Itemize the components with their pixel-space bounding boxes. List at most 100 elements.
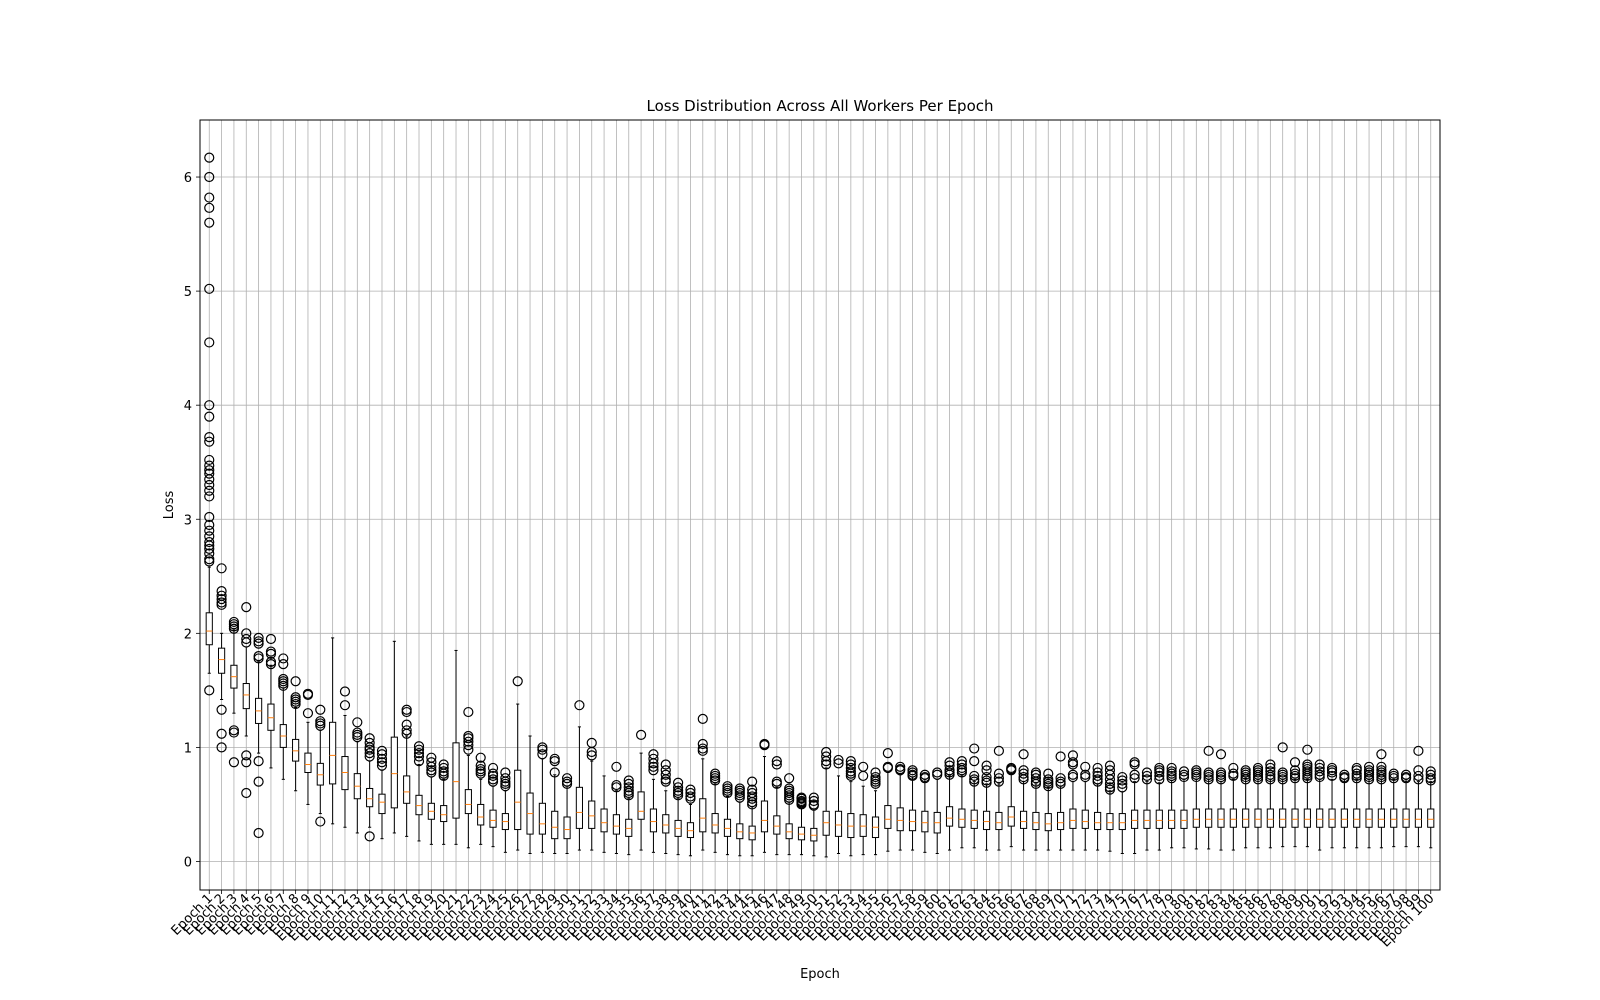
outlier-point	[648, 765, 659, 776]
outlier-point	[747, 793, 758, 804]
y-tick-label: 4	[184, 399, 192, 414]
chart-title: Loss Distribution Across All Workers Per…	[647, 97, 994, 115]
iqr-box	[760, 800, 769, 833]
iqr-box	[822, 810, 830, 836]
outlier-point	[1215, 774, 1227, 785]
box-39	[673, 777, 684, 856]
iqr-box	[1365, 808, 1373, 828]
outlier-point	[364, 831, 375, 842]
box-95	[1363, 761, 1375, 849]
outlier-point	[204, 548, 215, 559]
iqr-box	[896, 807, 904, 832]
box-23	[475, 752, 486, 845]
iqr-box	[908, 809, 917, 832]
box-96	[1376, 749, 1387, 849]
box-60	[932, 767, 943, 854]
outlier-point	[315, 816, 326, 827]
outlier-point	[1302, 773, 1313, 784]
outlier-point	[339, 686, 351, 697]
outlier-point	[549, 767, 560, 778]
iqr-box	[366, 787, 374, 808]
box-3	[228, 616, 240, 768]
outlier-point	[216, 594, 227, 605]
iqr-box	[292, 738, 300, 762]
y-tick-label: 5	[184, 285, 192, 300]
outlier-point	[1043, 781, 1054, 792]
box-45	[747, 776, 758, 857]
outlier-point	[660, 776, 671, 787]
outlier-point	[660, 759, 671, 770]
outlier-point	[1154, 774, 1165, 785]
outlier-point	[1203, 774, 1214, 785]
outlier-point	[401, 725, 412, 736]
box-11	[329, 637, 337, 825]
box-5	[253, 632, 264, 839]
outlier-point	[228, 757, 240, 768]
iqr-box	[859, 814, 867, 837]
outlier-point	[981, 760, 992, 771]
outlier-point	[204, 543, 215, 555]
outlier-point	[969, 770, 980, 782]
outlier-point	[685, 793, 696, 804]
box-50	[808, 792, 819, 857]
outlier-point	[956, 767, 967, 778]
box-36	[635, 729, 647, 851]
box-66	[1006, 762, 1017, 848]
outlier-point	[1006, 765, 1017, 776]
iqr-box	[1316, 808, 1324, 828]
outlier-point	[204, 540, 215, 551]
outlier-point	[1191, 771, 1202, 783]
box-64	[981, 760, 992, 851]
outlier-point	[290, 676, 301, 687]
box-67	[1018, 749, 1029, 851]
box-68	[1030, 767, 1042, 851]
box-81	[1191, 765, 1202, 850]
box-24	[487, 762, 499, 848]
box-94	[1351, 762, 1362, 849]
outlier-point	[204, 283, 215, 294]
outlier-point	[1289, 773, 1301, 784]
outlier-point	[413, 741, 425, 752]
box-78	[1154, 762, 1165, 851]
box-55	[870, 767, 881, 856]
outlier-point	[1178, 771, 1190, 783]
iqr-box	[304, 752, 312, 774]
outlier-point	[1154, 770, 1165, 782]
outlier-point	[1376, 761, 1387, 772]
outlier-point	[253, 827, 264, 839]
box-87	[1265, 759, 1276, 849]
outlier-point	[401, 706, 412, 718]
box-88	[1277, 742, 1288, 848]
outlier-point	[1154, 767, 1165, 778]
outlier-point	[241, 787, 252, 799]
box-75	[1117, 771, 1128, 854]
outlier-point	[1326, 767, 1338, 778]
outlier-point	[771, 759, 782, 770]
outlier-point	[438, 762, 449, 774]
outlier-point	[1314, 759, 1325, 770]
iqr-box	[699, 798, 707, 833]
outlier-point	[241, 750, 252, 761]
iqr-box	[514, 769, 522, 831]
box-4	[241, 601, 252, 799]
iqr-box	[563, 816, 571, 840]
outlier-point	[216, 728, 227, 739]
outlier-point	[1425, 775, 1436, 786]
outlier-point	[1055, 778, 1066, 790]
outlier-point	[463, 733, 474, 744]
outlier-point	[1018, 749, 1029, 760]
outlier-point	[969, 776, 980, 787]
outlier-point	[216, 586, 227, 597]
outlier-point	[204, 152, 215, 163]
iqr-box	[649, 808, 658, 833]
box-18	[413, 741, 425, 842]
outlier-point	[993, 745, 1005, 756]
outlier-point	[265, 633, 277, 645]
iqr-box	[958, 808, 966, 828]
outlier-point	[376, 749, 388, 760]
outlier-point	[981, 765, 992, 776]
outlier-point	[216, 563, 227, 574]
outlier-point	[352, 717, 363, 728]
